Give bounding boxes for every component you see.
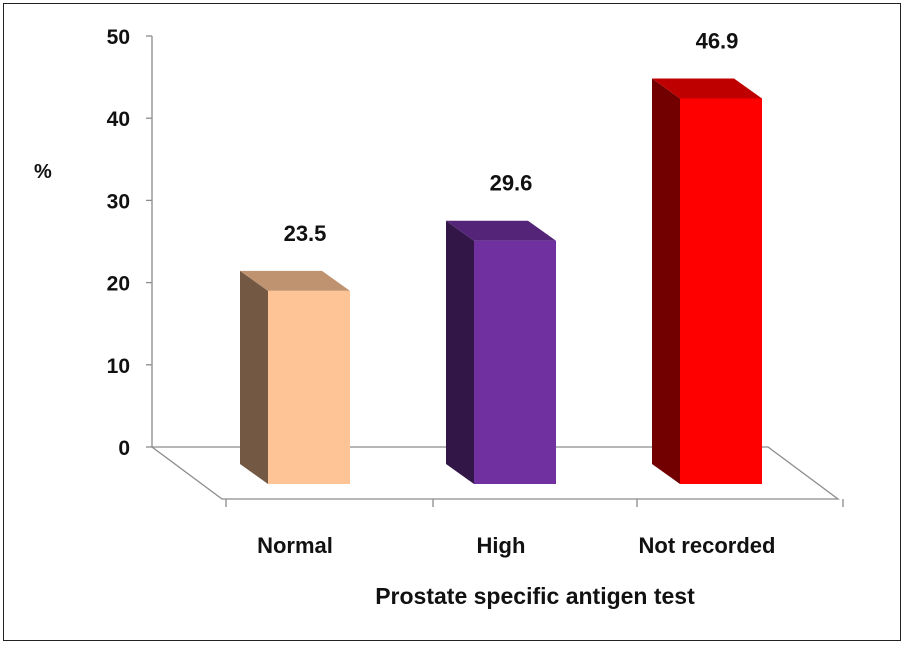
y-tick-label: 0 [118,437,130,460]
bars-layer: 23.5 Normal 29.6 High 46.9 Not recorded [240,28,775,558]
bar-side [652,78,680,485]
bar [474,240,556,484]
y-tick-label: 10 [107,355,130,378]
bar-side [240,270,268,484]
x-tick-label: High [477,533,526,558]
bar [268,290,350,484]
x-tick-label: Normal [257,533,333,558]
data-label: 29.6 [490,171,533,196]
y-tick-label: 40 [107,108,130,131]
floor-plane [150,446,840,500]
y-tick-label: 20 [107,273,130,296]
data-label: 23.5 [284,221,327,246]
y-tick-label: 30 [107,190,130,213]
bar-side [446,220,474,485]
data-label: 46.9 [696,28,739,53]
y-tick-label: 50 [107,26,130,49]
bar-top [240,270,350,291]
bar-top [446,220,556,241]
x-axis-label: Prostate specific antigen test [375,583,695,609]
y-axis-label: % [34,161,52,183]
axis-layer: 0 10 20 30 40 50 [107,26,844,507]
bar-top [652,78,762,99]
bar [680,98,762,485]
x-tick-label: Not recorded [639,533,776,558]
